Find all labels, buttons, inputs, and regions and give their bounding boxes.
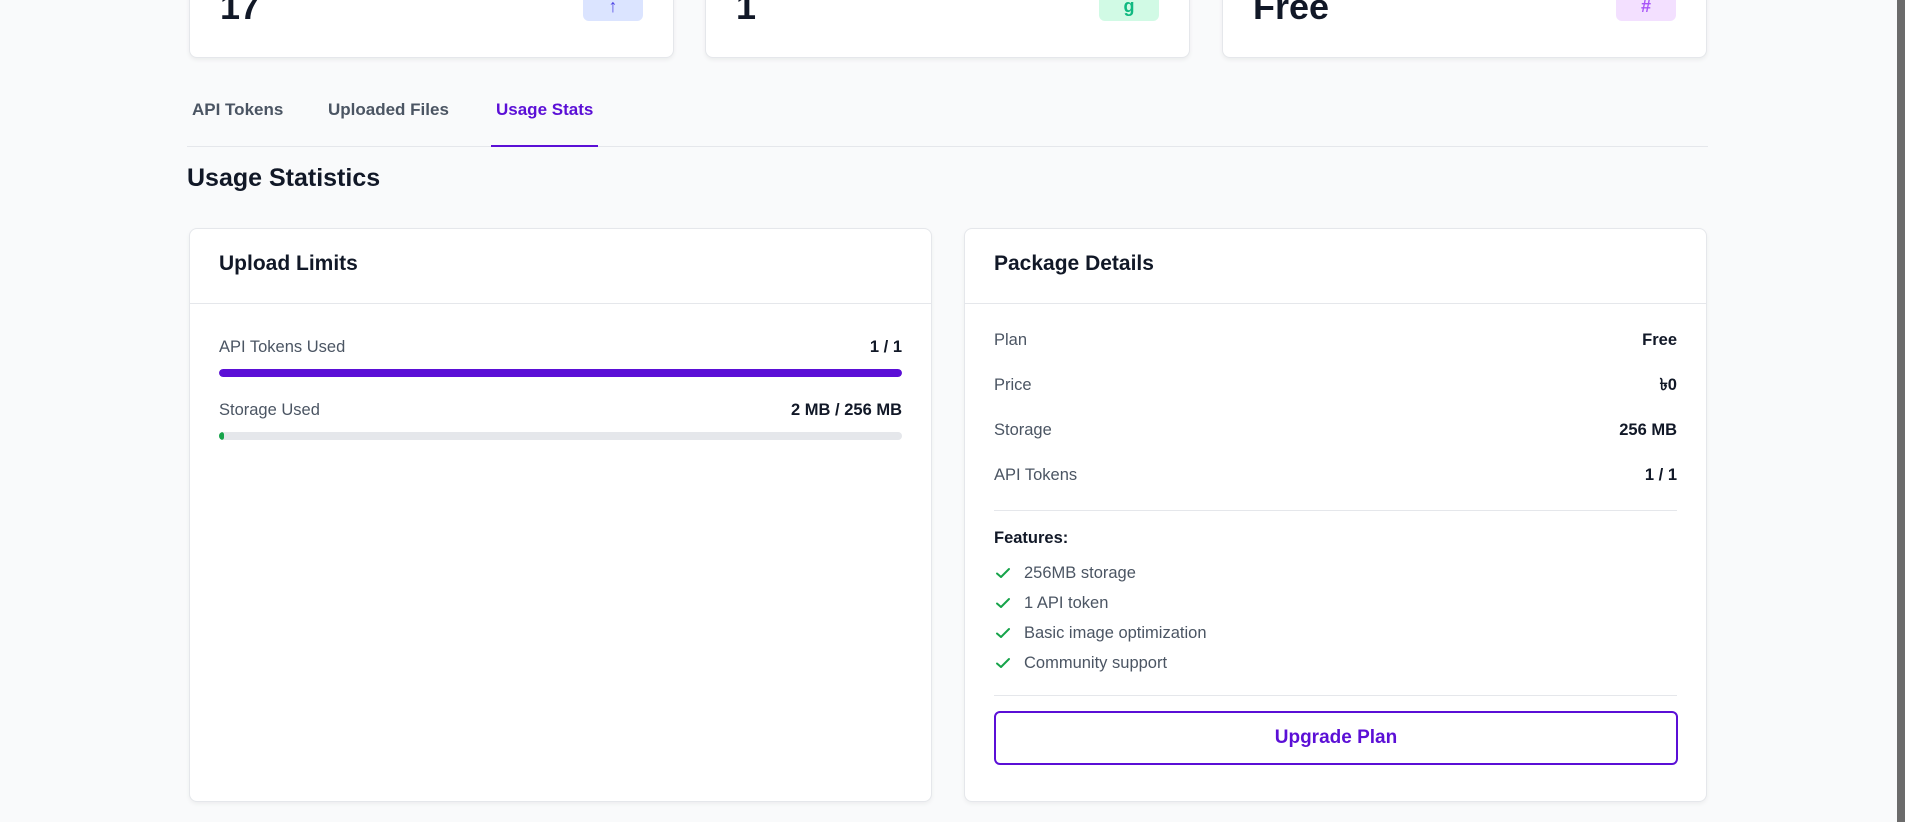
check-icon <box>994 594 1012 612</box>
check-icon <box>994 654 1012 672</box>
tab-uploaded-files[interactable]: Uploaded Files <box>328 100 449 119</box>
progress-fill-storage <box>219 432 225 440</box>
feature-text: 1 API token <box>1024 593 1109 612</box>
feature-item: Community support <box>994 648 1677 678</box>
upload-limits-panel: Upload Limits API Tokens Used 1 / 1 Stor… <box>189 228 932 802</box>
detail-value: 256 MB <box>1619 421 1677 439</box>
progress-track <box>219 432 902 440</box>
stat-card-plan: Free # <box>1222 0 1707 58</box>
feature-text: Basic image optimization <box>1024 623 1207 642</box>
feature-item: Basic image optimization <box>994 618 1677 648</box>
progress-track <box>219 369 902 377</box>
package-icon: # <box>1616 0 1676 21</box>
tab-usage-stats[interactable]: Usage Stats <box>491 90 599 147</box>
usage-row-tokens: API Tokens Used 1 / 1 <box>219 338 902 377</box>
stat-card-tokens: 17 ↑ <box>189 0 674 58</box>
stat-value: 1 <box>736 0 757 27</box>
file-icon: g <box>1099 0 1159 21</box>
section-title: Usage Statistics <box>187 164 381 192</box>
detail-value: 1 / 1 <box>1644 466 1677 484</box>
usage-label: Storage Used <box>219 401 320 419</box>
stat-value: Free <box>1253 0 1330 27</box>
feature-item: 1 API token <box>994 588 1677 618</box>
feature-list: 256MB storage 1 API token Basic image op… <box>994 558 1677 678</box>
feature-item: 256MB storage <box>994 558 1677 588</box>
detail-value: Free <box>1642 331 1677 349</box>
package-details-panel: Package Details Plan Free Price ৳0 Stora… <box>964 228 1707 802</box>
usage-label: API Tokens Used <box>219 338 346 356</box>
divider <box>994 510 1677 511</box>
key-icon: ↑ <box>583 0 643 21</box>
features-title: Features: <box>994 529 1069 547</box>
detail-label: Storage <box>994 421 1052 439</box>
tab-bar: API Tokens Uploaded Files Usage Stats <box>187 90 1708 147</box>
scrollbar[interactable] <box>1897 0 1905 822</box>
detail-row-plan: Plan Free <box>994 318 1677 363</box>
usage-value: 1 / 1 <box>869 338 902 356</box>
stat-card-files: 1 g <box>705 0 1190 58</box>
upgrade-plan-button[interactable]: Upgrade Plan <box>994 711 1678 765</box>
detail-label: API Tokens <box>994 466 1078 484</box>
panel-title: Package Details <box>965 229 1706 304</box>
usage-row-storage: Storage Used 2 MB / 256 MB <box>219 401 902 440</box>
detail-row-api-tokens: API Tokens 1 / 1 <box>994 453 1677 498</box>
usage-value: 2 MB / 256 MB <box>791 401 902 419</box>
feature-text: Community support <box>1024 653 1168 672</box>
detail-row-storage: Storage 256 MB <box>994 408 1677 453</box>
tab-api-tokens[interactable]: API Tokens <box>192 100 284 119</box>
check-icon <box>994 564 1012 582</box>
feature-text: 256MB storage <box>1024 563 1136 582</box>
detail-label: Price <box>994 376 1032 394</box>
panel-title: Upload Limits <box>190 229 931 304</box>
check-icon <box>994 624 1012 642</box>
detail-value: ৳0 <box>1659 376 1677 394</box>
stat-value: 17 <box>220 0 261 27</box>
progress-fill-tokens <box>219 369 902 377</box>
detail-row-price: Price ৳0 <box>994 363 1677 408</box>
divider <box>994 695 1677 696</box>
detail-label: Plan <box>994 331 1028 349</box>
